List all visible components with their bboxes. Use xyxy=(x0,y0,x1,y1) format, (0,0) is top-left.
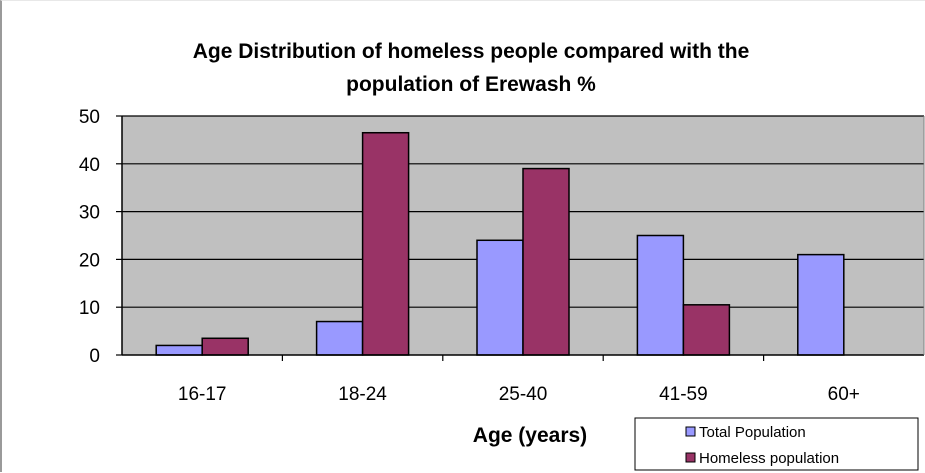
x-tick-labels: 16-17 18-24 25-40 41-59 60+ xyxy=(178,384,860,405)
bar-homeless-population-18-24 xyxy=(361,131,410,356)
legend-swatch-total-population xyxy=(685,426,696,437)
legend-swatch-homeless-population xyxy=(685,452,696,463)
x-tick-label: 25-40 xyxy=(499,384,548,405)
legend-box xyxy=(634,417,919,471)
x-axis-label: Age (years) xyxy=(473,424,587,447)
axes xyxy=(116,115,925,361)
bar-total-population-18-24 xyxy=(315,320,364,356)
bar-total-population-16-17 xyxy=(155,344,203,356)
x-tick-label: 60+ xyxy=(828,384,860,405)
y-tick-label: 30 xyxy=(79,203,100,224)
bar-total-population-60+ xyxy=(797,253,845,356)
bars xyxy=(155,131,845,356)
y-tick-label: 0 xyxy=(89,346,100,367)
bar-homeless-population-16-17 xyxy=(201,337,249,356)
legend: Total Population Homeless population xyxy=(634,417,919,471)
legend-label-homeless-population: Homeless population xyxy=(699,450,839,467)
bar-total-population-25-40 xyxy=(476,239,524,356)
chart-title-line-2: population of Erewash % xyxy=(346,73,596,96)
y-tick-labels: 0 10 20 30 40 50 xyxy=(79,107,100,367)
y-tick-label: 50 xyxy=(79,107,100,128)
y-tick-label: 10 xyxy=(79,298,100,319)
x-tick-label: 18-24 xyxy=(338,384,387,405)
bar-homeless-population-25-40 xyxy=(522,167,570,356)
legend-label-total-population: Total Population xyxy=(699,424,806,441)
bar-total-population-41-59 xyxy=(636,234,685,356)
chart-title-line-1: Age Distribution of homeless people comp… xyxy=(193,40,750,63)
bar-homeless-population-41-59 xyxy=(682,304,731,356)
x-tick-label: 16-17 xyxy=(178,384,227,405)
y-tick-label: 20 xyxy=(79,250,100,271)
x-tick-label: 41-59 xyxy=(659,384,708,405)
y-tick-label: 40 xyxy=(79,155,100,176)
